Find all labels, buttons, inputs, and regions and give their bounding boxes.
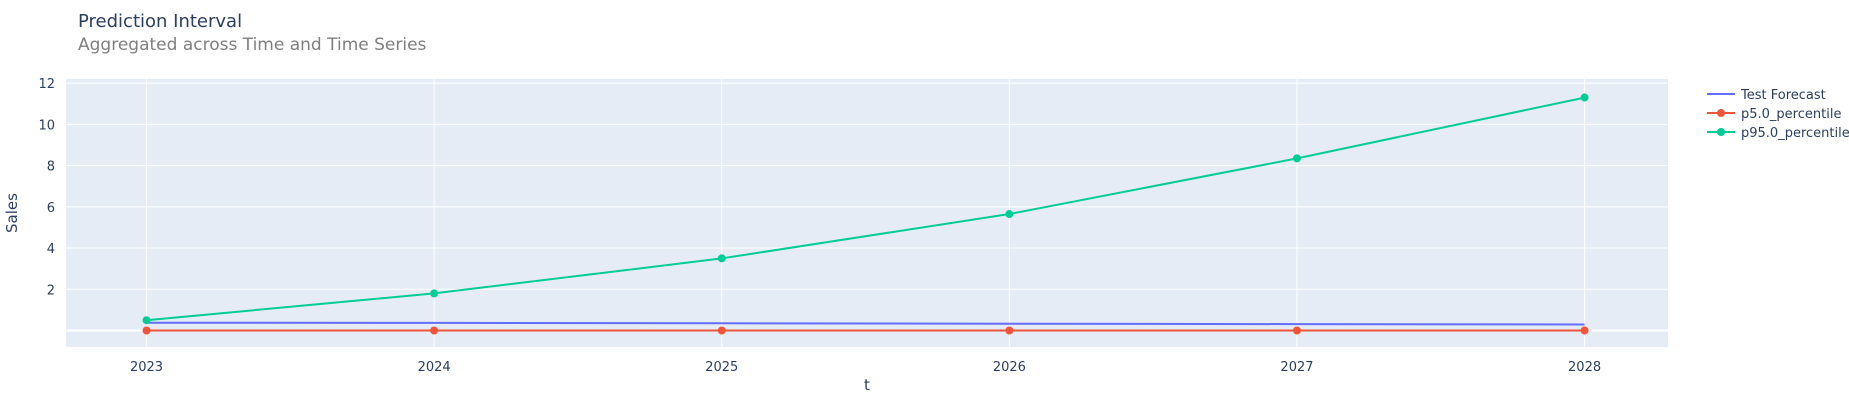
series-point-3 xyxy=(1580,93,1589,102)
chart-subtitle: Aggregated across Time and Time Series xyxy=(78,35,427,55)
y-tick-label: 4 xyxy=(47,242,55,257)
legend-label-1[interactable]: Test Forecast xyxy=(1740,88,1826,103)
series-point-3 xyxy=(717,254,726,263)
y-tick-label: 8 xyxy=(47,160,55,175)
x-axis-title: t xyxy=(864,376,870,394)
series-point-3 xyxy=(142,316,151,325)
series-point-2 xyxy=(142,326,151,335)
series-point-2 xyxy=(717,326,726,335)
plot-area xyxy=(66,79,1668,347)
series-point-2 xyxy=(1005,326,1014,335)
series-point-2 xyxy=(430,326,439,335)
series-point-3 xyxy=(1292,154,1301,163)
series-line-3 xyxy=(146,96,1585,322)
x-tick-labels: 2023 2024 2025 2026 2027 2028 xyxy=(130,360,1601,375)
legend-marker-2[interactable] xyxy=(1717,109,1725,117)
series-line-1 xyxy=(146,321,1585,326)
series-point-2 xyxy=(1580,326,1589,335)
legend-label-2[interactable]: p5.0_percentile xyxy=(1741,107,1841,122)
x-tick-label: 2023 xyxy=(130,360,163,375)
chart-title: Prediction Interval xyxy=(78,11,243,32)
y-tick-labels: 2 4 6 8 10 12 xyxy=(38,77,55,298)
y-axis-title: Sales xyxy=(3,193,21,233)
x-tick-label: 2026 xyxy=(993,360,1026,375)
series-group xyxy=(142,93,1589,335)
legend-marker-3[interactable] xyxy=(1717,128,1725,136)
x-tick-label: 2025 xyxy=(705,360,738,375)
x-tick-label: 2024 xyxy=(418,360,451,375)
series-point-2 xyxy=(1292,326,1301,335)
x-tick-label: 2027 xyxy=(1280,360,1313,375)
y-tick-label: 12 xyxy=(38,77,55,92)
y-tick-label: 2 xyxy=(47,283,55,298)
x-tick-label: 2028 xyxy=(1568,360,1601,375)
y-tick-label: 10 xyxy=(38,118,55,133)
legend[interactable]: Test Forecast p5.0_percentile p95.0_percen… xyxy=(1707,88,1849,141)
series-point-3 xyxy=(430,289,439,298)
legend-label-3[interactable]: p95.0_percentile xyxy=(1741,126,1849,141)
y-tick-label: 6 xyxy=(47,201,55,216)
series-point-3 xyxy=(1005,210,1014,219)
